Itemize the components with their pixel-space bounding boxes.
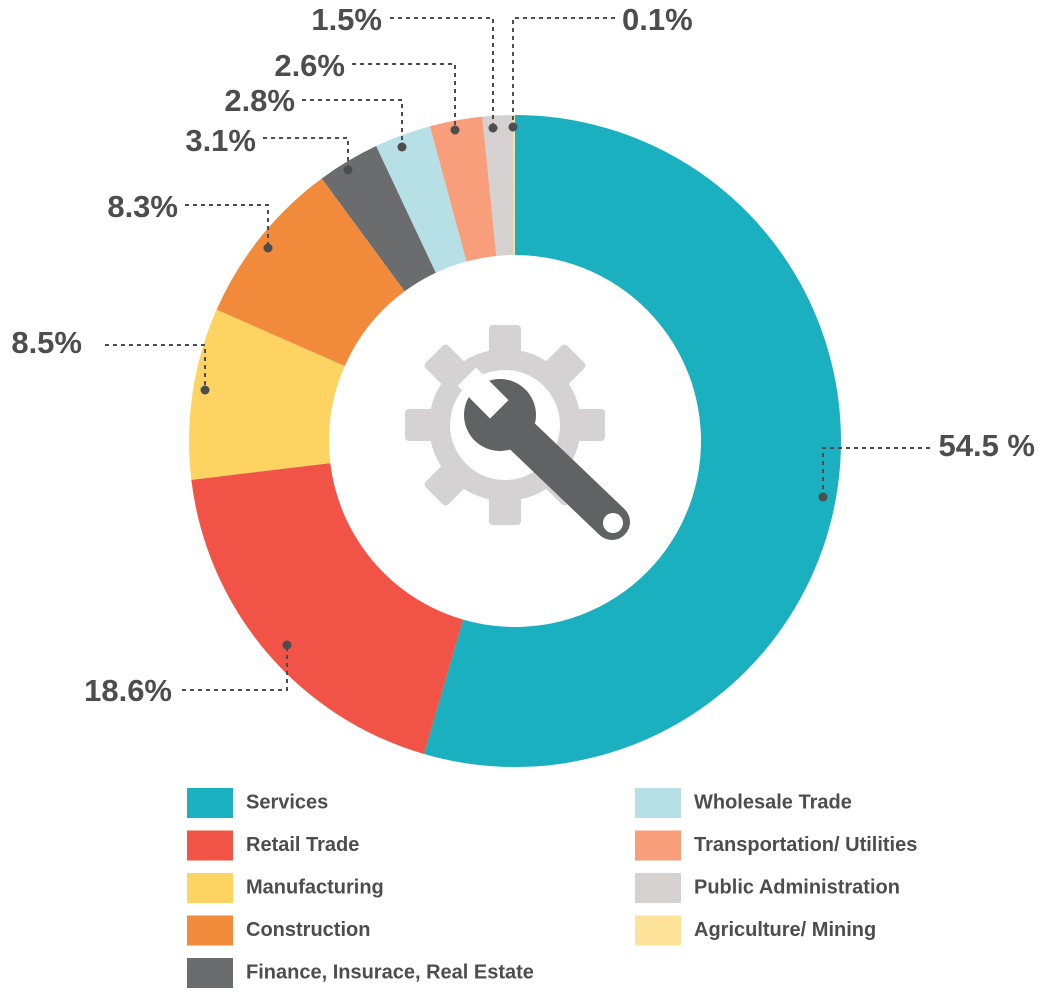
slice (376, 126, 467, 273)
legend-label: Services (246, 791, 328, 813)
legend-label: Agriculture/ Mining (694, 919, 876, 941)
legend-label: Wholesale Trade (694, 791, 852, 813)
value-label: 3.1% (185, 123, 256, 158)
donut (188, 115, 842, 768)
slice (482, 115, 514, 256)
leader-line (512, 17, 615, 127)
leader-line (302, 99, 403, 147)
leader-dot (343, 165, 353, 175)
leader-line (352, 63, 456, 130)
legend-swatch (635, 915, 681, 946)
legend-swatch (187, 958, 233, 988)
legend-label: Construction (246, 919, 370, 941)
leader-dot (263, 243, 273, 253)
legend: Services Retail Trade Manufacturing Constru… (187, 788, 917, 988)
value-label: 8.3% (107, 189, 178, 224)
legend-swatch (187, 873, 233, 903)
slice (424, 115, 842, 768)
leader-line (263, 137, 349, 170)
legend-label: Transportation/ Utilities (694, 834, 917, 856)
value-label: 1.5% (311, 2, 382, 37)
leader-line (105, 344, 206, 390)
center-icon (405, 325, 630, 540)
value-label: 2.6% (274, 48, 345, 83)
legend-swatch (635, 788, 681, 818)
legend-label: Manufacturing (246, 876, 384, 898)
slice (216, 178, 405, 367)
leader-dot (508, 122, 518, 132)
leader-dot (397, 142, 407, 152)
leader-line (182, 645, 288, 691)
leader-line (185, 204, 269, 248)
slice (191, 463, 464, 755)
leader-dot (200, 385, 210, 395)
leader-dot (818, 492, 828, 502)
value-label: 18.6% (84, 673, 172, 708)
legend-swatch (187, 788, 233, 818)
leader-dot (450, 125, 460, 135)
leader-dot (488, 123, 498, 133)
labels: 54.5 % 18.6% 8.5% 8.3%3.1% 2.8%2.6% 1.5% 0.1% (11, 2, 1035, 708)
legend-label: Retail Trade (246, 834, 359, 856)
leader-line (822, 447, 930, 497)
value-label: 8.5% (11, 325, 82, 360)
legend-swatch (187, 915, 233, 946)
slice (512, 115, 515, 256)
slice (321, 146, 436, 292)
value-label: 0.1% (622, 2, 693, 37)
leader-dot (282, 640, 292, 650)
legend-label: Public Administration (694, 876, 900, 898)
legend-swatch (635, 873, 681, 903)
slice (188, 309, 345, 480)
legend-swatch (187, 830, 233, 861)
slice (429, 116, 497, 262)
value-label: 2.8% (224, 83, 295, 118)
leader-line (390, 17, 494, 128)
legend-swatch (635, 830, 681, 861)
value-label: 54.5 % (938, 428, 1035, 463)
legend-label: Finance, Insurace, Real Estate (246, 961, 534, 983)
